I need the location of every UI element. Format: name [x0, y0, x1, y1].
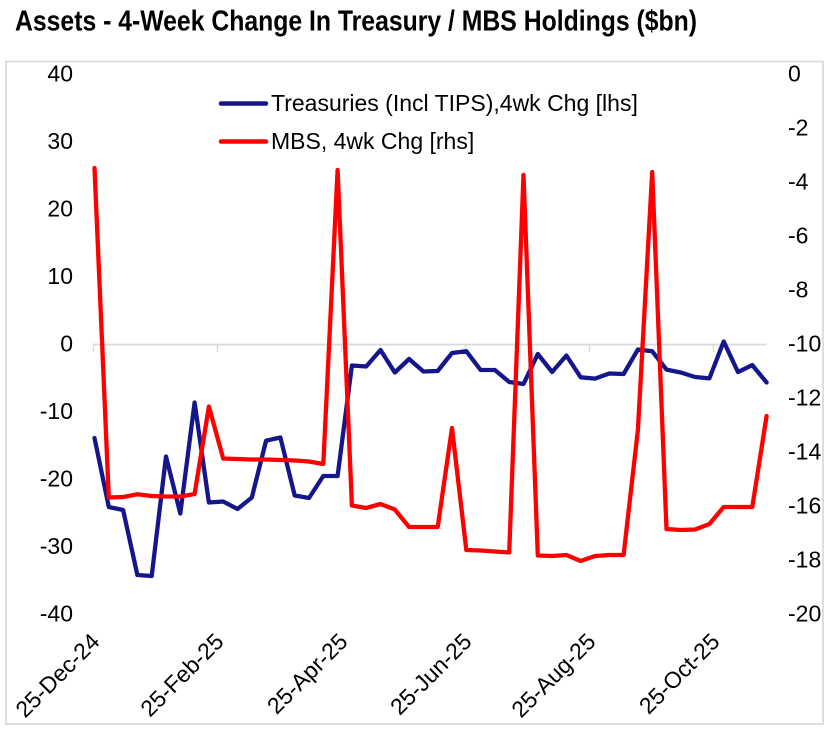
svg-text:-30: -30 — [40, 533, 73, 559]
svg-text:-10: -10 — [788, 331, 821, 357]
svg-text:-10: -10 — [40, 398, 73, 424]
svg-text:-14: -14 — [788, 439, 821, 465]
svg-text:20: 20 — [47, 196, 73, 222]
svg-text:MBS, 4wk Chg [rhs]: MBS, 4wk Chg [rhs] — [271, 128, 474, 154]
svg-text:-16: -16 — [788, 493, 821, 519]
svg-text:-4: -4 — [788, 169, 809, 195]
svg-text:-2: -2 — [788, 115, 808, 141]
svg-text:0: 0 — [60, 331, 73, 357]
svg-text:30: 30 — [47, 128, 73, 154]
svg-text:-18: -18 — [788, 547, 821, 573]
svg-text:-20: -20 — [788, 601, 821, 627]
svg-text:-20: -20 — [40, 466, 73, 492]
svg-text:Treasuries (Incl TIPS),4wk Chg: Treasuries (Incl TIPS),4wk Chg [lhs] — [271, 90, 638, 116]
svg-text:-8: -8 — [788, 277, 808, 303]
svg-text:10: 10 — [47, 263, 73, 289]
svg-text:0: 0 — [788, 61, 801, 87]
svg-text:Assets - 4-Week Change In Trea: Assets - 4-Week Change In Treasury / MBS… — [15, 6, 697, 38]
svg-text:-40: -40 — [40, 601, 73, 627]
svg-text:40: 40 — [47, 61, 73, 87]
svg-text:-6: -6 — [788, 223, 808, 249]
svg-text:-12: -12 — [788, 385, 821, 411]
